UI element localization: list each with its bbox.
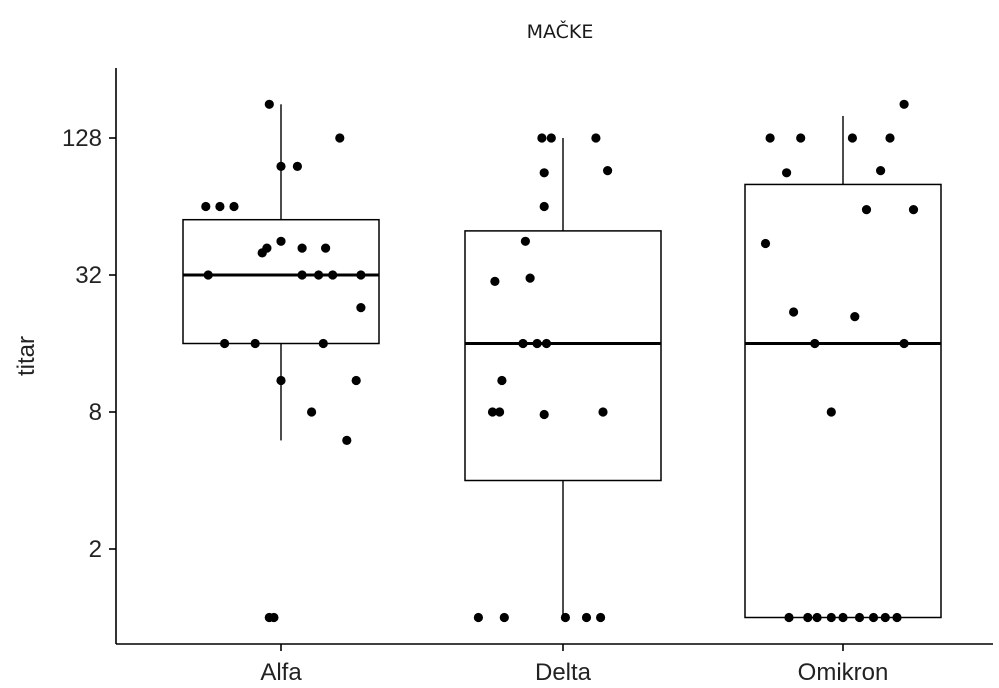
- data-point: [539, 409, 549, 420]
- data-point: [539, 168, 549, 178]
- box-iqr: [464, 230, 662, 482]
- data-point: [321, 243, 331, 253]
- data-point: [229, 201, 239, 212]
- data-point: [250, 338, 260, 349]
- data-point: [351, 375, 361, 386]
- data-point: [525, 273, 535, 283]
- data-point: [297, 270, 307, 280]
- data-point: [581, 612, 592, 623]
- data-point: [789, 307, 799, 317]
- data-point: [318, 338, 328, 349]
- data-point: [868, 612, 879, 623]
- data-point: [899, 338, 909, 349]
- data-point: [537, 133, 547, 143]
- data-point: [541, 338, 552, 349]
- data-point: [591, 133, 601, 143]
- data-point: [854, 612, 865, 623]
- y-tick-label: 2: [89, 536, 102, 563]
- data-point: [876, 166, 886, 176]
- data-point: [596, 612, 606, 623]
- data-point: [560, 612, 571, 623]
- data-point: [520, 236, 531, 246]
- data-point: [499, 612, 509, 623]
- y-axis-title: titar: [13, 336, 40, 376]
- data-point: [603, 166, 613, 176]
- data-point: [892, 612, 902, 623]
- data-point: [826, 407, 836, 417]
- data-point: [356, 303, 366, 313]
- plot-area: 2 8 32 128 Alfa Delta Omikron: [62, 68, 993, 686]
- data-point: [497, 375, 507, 386]
- data-point: [276, 375, 286, 386]
- y-tick-label: 32: [75, 262, 102, 289]
- data-point: [495, 407, 505, 417]
- data-point: [264, 99, 274, 109]
- data-point: [861, 205, 872, 215]
- x-tick-label: Delta: [535, 659, 592, 686]
- data-point: [782, 168, 792, 178]
- data-point: [826, 612, 836, 623]
- data-point: [760, 238, 771, 249]
- data-point: [796, 133, 806, 143]
- data-point: [765, 133, 775, 143]
- data-point: [850, 312, 860, 322]
- data-point: [342, 435, 352, 445]
- data-point: [490, 276, 500, 286]
- data-point: [885, 133, 895, 143]
- data-point: [314, 270, 324, 280]
- data-point: [292, 161, 302, 171]
- data-point: [908, 205, 919, 215]
- data-point: [880, 612, 890, 623]
- data-point: [812, 612, 822, 623]
- data-point: [201, 201, 211, 212]
- data-point: [328, 270, 338, 280]
- data-point: [276, 236, 286, 246]
- data-point: [899, 99, 909, 109]
- data-point: [838, 612, 848, 623]
- y-tick-label: 8: [89, 399, 102, 426]
- data-point: [356, 270, 366, 280]
- box-iqr: [182, 218, 380, 345]
- data-point: [546, 133, 556, 143]
- data-point: [335, 133, 345, 143]
- data-point: [257, 248, 267, 258]
- data-point: [487, 407, 498, 417]
- data-point: [532, 338, 542, 349]
- data-point: [220, 338, 230, 349]
- data-point: [598, 407, 608, 417]
- x-tick-label: Alfa: [260, 659, 302, 686]
- data-point: [784, 612, 794, 623]
- data-point: [539, 201, 549, 212]
- x-tick-label: Omikron: [798, 659, 889, 686]
- data-point: [847, 133, 858, 143]
- data-point: [215, 201, 225, 212]
- data-point: [803, 612, 813, 623]
- y-tick-label: 128: [62, 125, 102, 152]
- data-point: [307, 407, 317, 417]
- data-point: [269, 612, 279, 623]
- box-iqr: [744, 183, 942, 619]
- data-point: [203, 270, 213, 280]
- data-point: [810, 338, 820, 349]
- data-point: [518, 338, 528, 349]
- data-point: [473, 612, 483, 623]
- data-point: [276, 161, 286, 171]
- chart-title: MAČKE: [527, 19, 594, 43]
- data-point: [297, 243, 307, 253]
